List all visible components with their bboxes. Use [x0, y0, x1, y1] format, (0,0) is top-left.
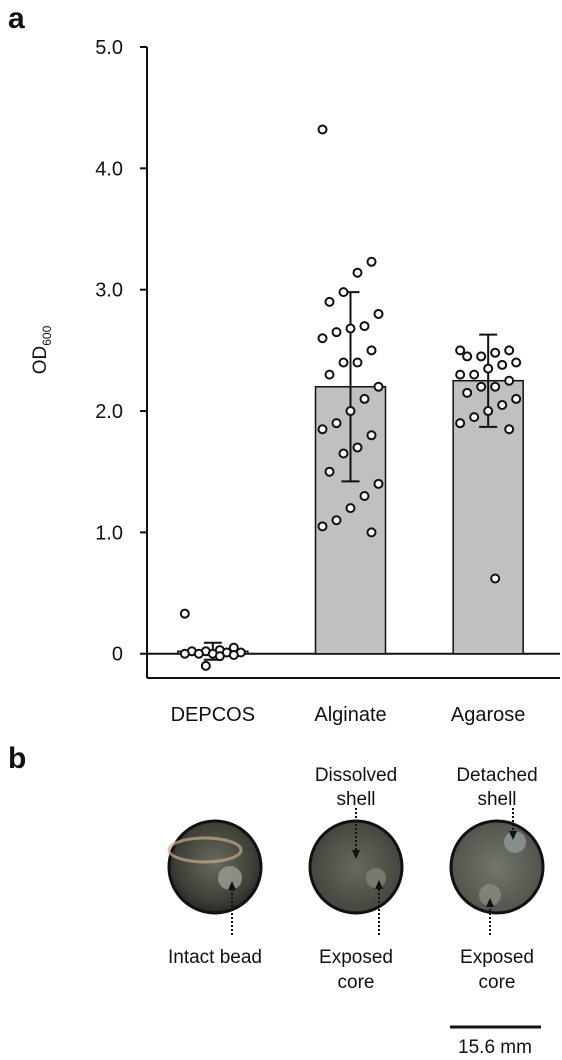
arrows — [231, 808, 514, 935]
data-point — [476, 381, 487, 392]
data-point — [490, 347, 501, 358]
data-point — [317, 124, 328, 135]
data-point — [331, 515, 342, 526]
data-point — [366, 256, 377, 267]
data-point — [324, 369, 335, 380]
core — [479, 884, 501, 906]
y-tick-label: 0 — [112, 644, 123, 666]
data-point — [317, 424, 328, 435]
data-point — [179, 608, 190, 619]
data-point — [511, 393, 522, 404]
data-point — [359, 321, 370, 332]
data-point — [179, 648, 190, 659]
plot: 0 1.0 2.0 3.0 4.0 5.0 DEPCOS Alginate Agarose — [95, 37, 560, 726]
data-point — [455, 369, 466, 380]
data-point — [338, 357, 349, 368]
panel-label: b — [8, 742, 26, 775]
photo-label: Detached — [456, 765, 537, 786]
photo-label: Exposed — [319, 947, 393, 968]
dish — [308, 819, 404, 915]
data-point — [455, 345, 466, 356]
panel-label: a — [8, 2, 25, 35]
data-point — [490, 381, 501, 392]
photo-label: core — [338, 972, 375, 993]
data-point — [469, 412, 480, 423]
data-point — [373, 381, 384, 392]
bead — [218, 866, 242, 890]
core — [366, 868, 386, 888]
data-point — [345, 503, 356, 514]
data-point — [373, 308, 384, 319]
photo-label: Intact bead — [168, 947, 262, 968]
data-point — [352, 357, 363, 368]
data-point — [373, 478, 384, 489]
arrow-heads — [228, 831, 517, 907]
data-point — [324, 466, 335, 477]
data-point — [193, 648, 204, 659]
data-point — [228, 649, 239, 660]
data-point — [504, 424, 515, 435]
data-point — [331, 418, 342, 429]
data-point — [462, 387, 473, 398]
data-point — [317, 333, 328, 344]
x-tick-label: Alginate — [314, 704, 386, 726]
data-point — [345, 323, 356, 334]
y-axis-label: OD600 — [30, 325, 54, 374]
data-point — [455, 418, 466, 429]
data-point — [490, 573, 501, 584]
y-tick-label: 4.0 — [95, 158, 123, 180]
photo-label: Exposed — [460, 947, 534, 968]
scale-label: 15.6 mm — [458, 1037, 532, 1058]
x-tick-label: Agarose — [451, 704, 526, 726]
x-tick-label: DEPCOS — [171, 704, 255, 726]
data-point — [366, 345, 377, 356]
data-point — [497, 399, 508, 410]
reflection — [167, 836, 243, 864]
data-point — [462, 351, 473, 362]
y-tick-label: 2.0 — [95, 401, 123, 423]
data-point — [200, 660, 211, 671]
data-point — [504, 345, 515, 356]
photos: 15.6 mm — [167, 808, 545, 1058]
data-point — [483, 363, 494, 374]
photo-label: Dissolved — [315, 765, 397, 786]
y-tick-label: 1.0 — [95, 522, 123, 544]
shell — [504, 831, 526, 853]
data-point — [366, 527, 377, 538]
photo-label: shell — [477, 789, 516, 810]
data-point — [214, 651, 225, 662]
y-label-main: OD — [30, 346, 51, 375]
y-label-sub: 600 — [40, 325, 54, 345]
photo-label: shell — [336, 789, 375, 810]
data-point — [359, 393, 370, 404]
data-point — [359, 490, 370, 501]
y-tick-label: 3.0 — [95, 280, 123, 302]
data-point — [345, 406, 356, 417]
data-point — [352, 267, 363, 278]
data-point — [504, 375, 515, 386]
dish — [167, 819, 263, 915]
y-tick-label: 5.0 — [95, 37, 123, 59]
data-point — [476, 351, 487, 362]
data-point — [483, 406, 494, 417]
data-point — [497, 359, 508, 370]
data-point — [338, 287, 349, 298]
data-point — [331, 327, 342, 338]
data-point — [469, 369, 480, 380]
data-point — [338, 448, 349, 459]
data-point — [324, 296, 335, 307]
photo-label: core — [479, 972, 516, 993]
data-point — [317, 521, 328, 532]
data-point — [511, 357, 522, 368]
data-point — [366, 430, 377, 441]
data-point — [352, 442, 363, 453]
